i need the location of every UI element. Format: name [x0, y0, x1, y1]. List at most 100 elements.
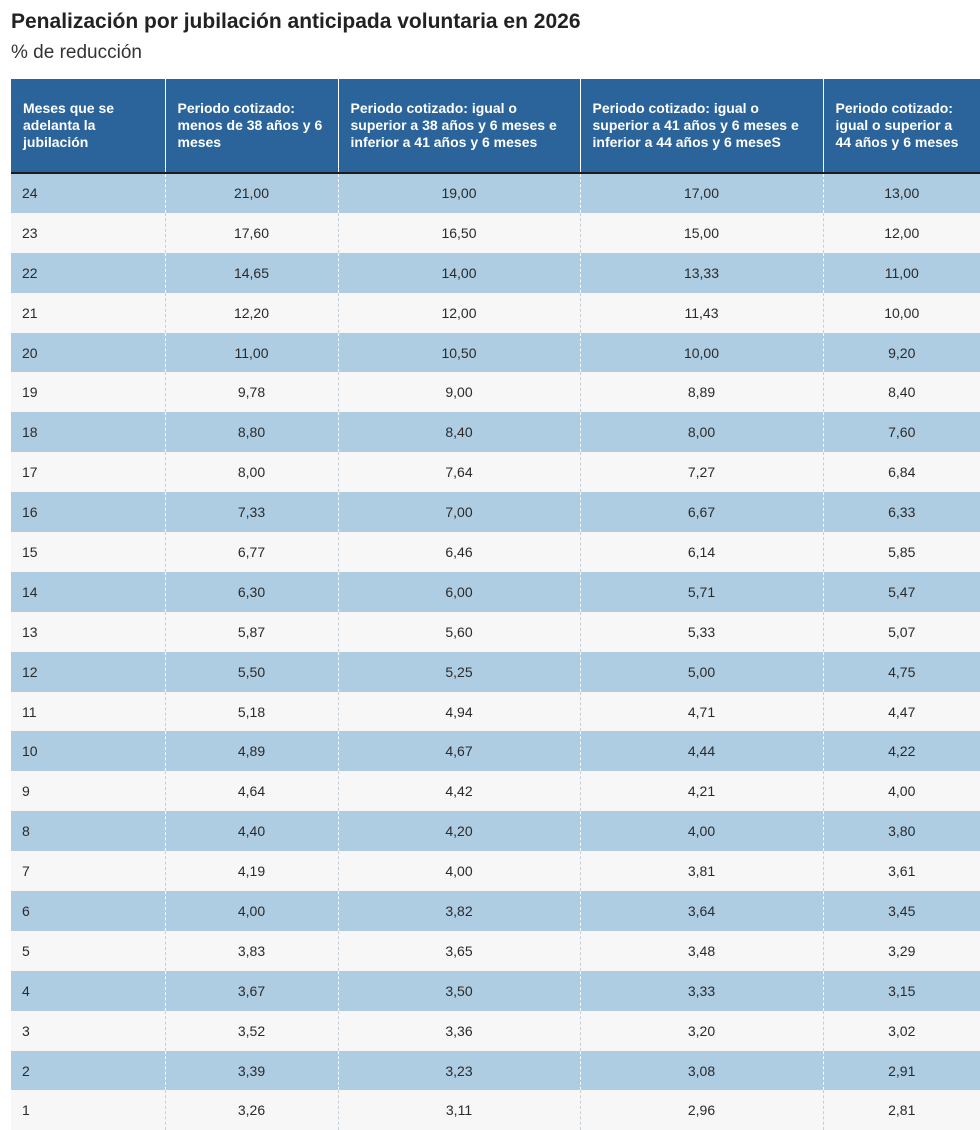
cell-44y6m-plus: 5,47: [823, 571, 980, 612]
cell-less-38y6m: 9,78: [165, 372, 339, 413]
table-row: 24 21,00 19,00 17,00 13,00: [11, 173, 980, 213]
cell-44y6m-plus: 13,00: [823, 173, 980, 213]
cell-38y6m-41y6m: 4,00: [338, 851, 581, 892]
cell-months: 8: [11, 811, 166, 852]
cell-41y6m-44y6m: 3,20: [580, 1010, 824, 1051]
cell-38y6m-41y6m: 3,65: [338, 930, 581, 971]
cell-41y6m-44y6m: 4,44: [580, 731, 824, 772]
table-row: 12 5,50 5,25 5,00 4,75: [11, 651, 980, 692]
cell-41y6m-44y6m: 3,81: [580, 851, 824, 892]
page-title: Penalización por jubilación anticipada v…: [11, 10, 581, 33]
cell-less-38y6m: 14,65: [165, 252, 339, 293]
cell-38y6m-41y6m: 8,40: [338, 412, 581, 453]
cell-less-38y6m: 12,20: [165, 292, 339, 333]
cell-41y6m-44y6m: 6,67: [580, 492, 824, 533]
cell-44y6m-plus: 3,15: [823, 970, 980, 1011]
table-row: 5 3,83 3,65 3,48 3,29: [11, 930, 980, 971]
table-row: 15 6,77 6,46 6,14 5,85: [11, 532, 980, 572]
cell-less-38y6m: 3,83: [165, 930, 339, 971]
cell-months: 9: [11, 771, 166, 812]
cell-38y6m-41y6m: 16,50: [338, 212, 581, 253]
cell-44y6m-plus: 5,07: [823, 611, 980, 652]
cell-38y6m-41y6m: 5,60: [338, 611, 581, 652]
cell-less-38y6m: 4,40: [165, 811, 339, 852]
cell-less-38y6m: 4,64: [165, 771, 339, 812]
cell-less-38y6m: 7,33: [165, 492, 339, 533]
cell-44y6m-plus: 3,29: [823, 930, 980, 971]
cell-38y6m-41y6m: 12,00: [338, 292, 581, 333]
table-row: 19 9,78 9,00 8,89 8,40: [11, 372, 980, 413]
cell-months: 22: [11, 252, 166, 293]
cell-less-38y6m: 6,77: [165, 532, 339, 572]
column-header-41y6m-44y6m: Periodo cotizado: igual o superior a 41 …: [580, 79, 824, 174]
cell-months: 20: [11, 332, 166, 373]
cell-41y6m-44y6m: 3,48: [580, 930, 824, 971]
table-row: 3 3,52 3,36 3,20 3,02: [11, 1010, 980, 1051]
table-row: 11 5,18 4,94 4,71 4,47: [11, 691, 980, 732]
table-row: 13 5,87 5,60 5,33 5,07: [11, 611, 980, 652]
cell-38y6m-41y6m: 3,50: [338, 970, 581, 1011]
column-header-38y6m-41y6m: Periodo cotizado: igual o superior a 38 …: [338, 79, 581, 174]
cell-44y6m-plus: 8,40: [823, 372, 980, 413]
cell-months: 2: [11, 1050, 166, 1091]
cell-38y6m-41y6m: 9,00: [338, 372, 581, 413]
cell-less-38y6m: 3,67: [165, 970, 339, 1011]
cell-44y6m-plus: 2,81: [823, 1090, 980, 1130]
cell-months: 14: [11, 571, 166, 612]
cell-44y6m-plus: 3,02: [823, 1010, 980, 1051]
cell-months: 7: [11, 851, 166, 892]
cell-38y6m-41y6m: 3,23: [338, 1050, 581, 1091]
cell-months: 16: [11, 492, 166, 533]
table-row: 8 4,40 4,20 4,00 3,80: [11, 811, 980, 852]
cell-less-38y6m: 21,00: [165, 173, 339, 213]
cell-less-38y6m: 3,26: [165, 1090, 339, 1130]
cell-44y6m-plus: 6,84: [823, 452, 980, 493]
penalty-table: Meses que se adelanta la jubilación Peri…: [11, 79, 980, 1130]
cell-less-38y6m: 3,52: [165, 1010, 339, 1051]
cell-38y6m-41y6m: 3,82: [338, 891, 581, 931]
cell-less-38y6m: 8,00: [165, 452, 339, 493]
cell-41y6m-44y6m: 10,00: [580, 332, 824, 373]
cell-38y6m-41y6m: 6,46: [338, 532, 581, 572]
table-row: 17 8,00 7,64 7,27 6,84: [11, 452, 980, 493]
cell-38y6m-41y6m: 7,64: [338, 452, 581, 493]
cell-41y6m-44y6m: 13,33: [580, 252, 824, 293]
cell-41y6m-44y6m: 8,89: [580, 372, 824, 413]
table-row: 1 3,26 3,11 2,96 2,81: [11, 1090, 980, 1130]
cell-44y6m-plus: 12,00: [823, 212, 980, 253]
cell-44y6m-plus: 3,61: [823, 851, 980, 892]
cell-44y6m-plus: 9,20: [823, 332, 980, 373]
cell-41y6m-44y6m: 15,00: [580, 212, 824, 253]
table-row: 10 4,89 4,67 4,44 4,22: [11, 731, 980, 772]
table-row: 4 3,67 3,50 3,33 3,15: [11, 970, 980, 1011]
cell-less-38y6m: 17,60: [165, 212, 339, 253]
table-row: 18 8,80 8,40 8,00 7,60: [11, 412, 980, 453]
cell-44y6m-plus: 7,60: [823, 412, 980, 453]
cell-41y6m-44y6m: 17,00: [580, 173, 824, 213]
cell-41y6m-44y6m: 7,27: [580, 452, 824, 493]
cell-41y6m-44y6m: 4,00: [580, 811, 824, 852]
cell-months: 12: [11, 651, 166, 692]
cell-38y6m-41y6m: 3,36: [338, 1010, 581, 1051]
cell-44y6m-plus: 4,22: [823, 731, 980, 772]
cell-less-38y6m: 5,50: [165, 651, 339, 692]
cell-44y6m-plus: 3,45: [823, 891, 980, 931]
cell-months: 15: [11, 532, 166, 572]
cell-44y6m-plus: 3,80: [823, 811, 980, 852]
cell-less-38y6m: 5,18: [165, 691, 339, 732]
cell-months: 4: [11, 970, 166, 1011]
cell-38y6m-41y6m: 5,25: [338, 651, 581, 692]
cell-38y6m-41y6m: 7,00: [338, 492, 581, 533]
cell-months: 3: [11, 1010, 166, 1051]
column-header-less-38y6m: Periodo cotizado: menos de 38 años y 6 m…: [165, 79, 339, 174]
cell-months: 11: [11, 691, 166, 732]
cell-41y6m-44y6m: 4,71: [580, 691, 824, 732]
cell-44y6m-plus: 4,75: [823, 651, 980, 692]
cell-44y6m-plus: 4,00: [823, 771, 980, 812]
cell-less-38y6m: 8,80: [165, 412, 339, 453]
cell-44y6m-plus: 10,00: [823, 292, 980, 333]
cell-44y6m-plus: 11,00: [823, 252, 980, 293]
table-header-row: Meses que se adelanta la jubilación Peri…: [11, 79, 980, 174]
cell-months: 17: [11, 452, 166, 493]
cell-41y6m-44y6m: 3,64: [580, 891, 824, 931]
